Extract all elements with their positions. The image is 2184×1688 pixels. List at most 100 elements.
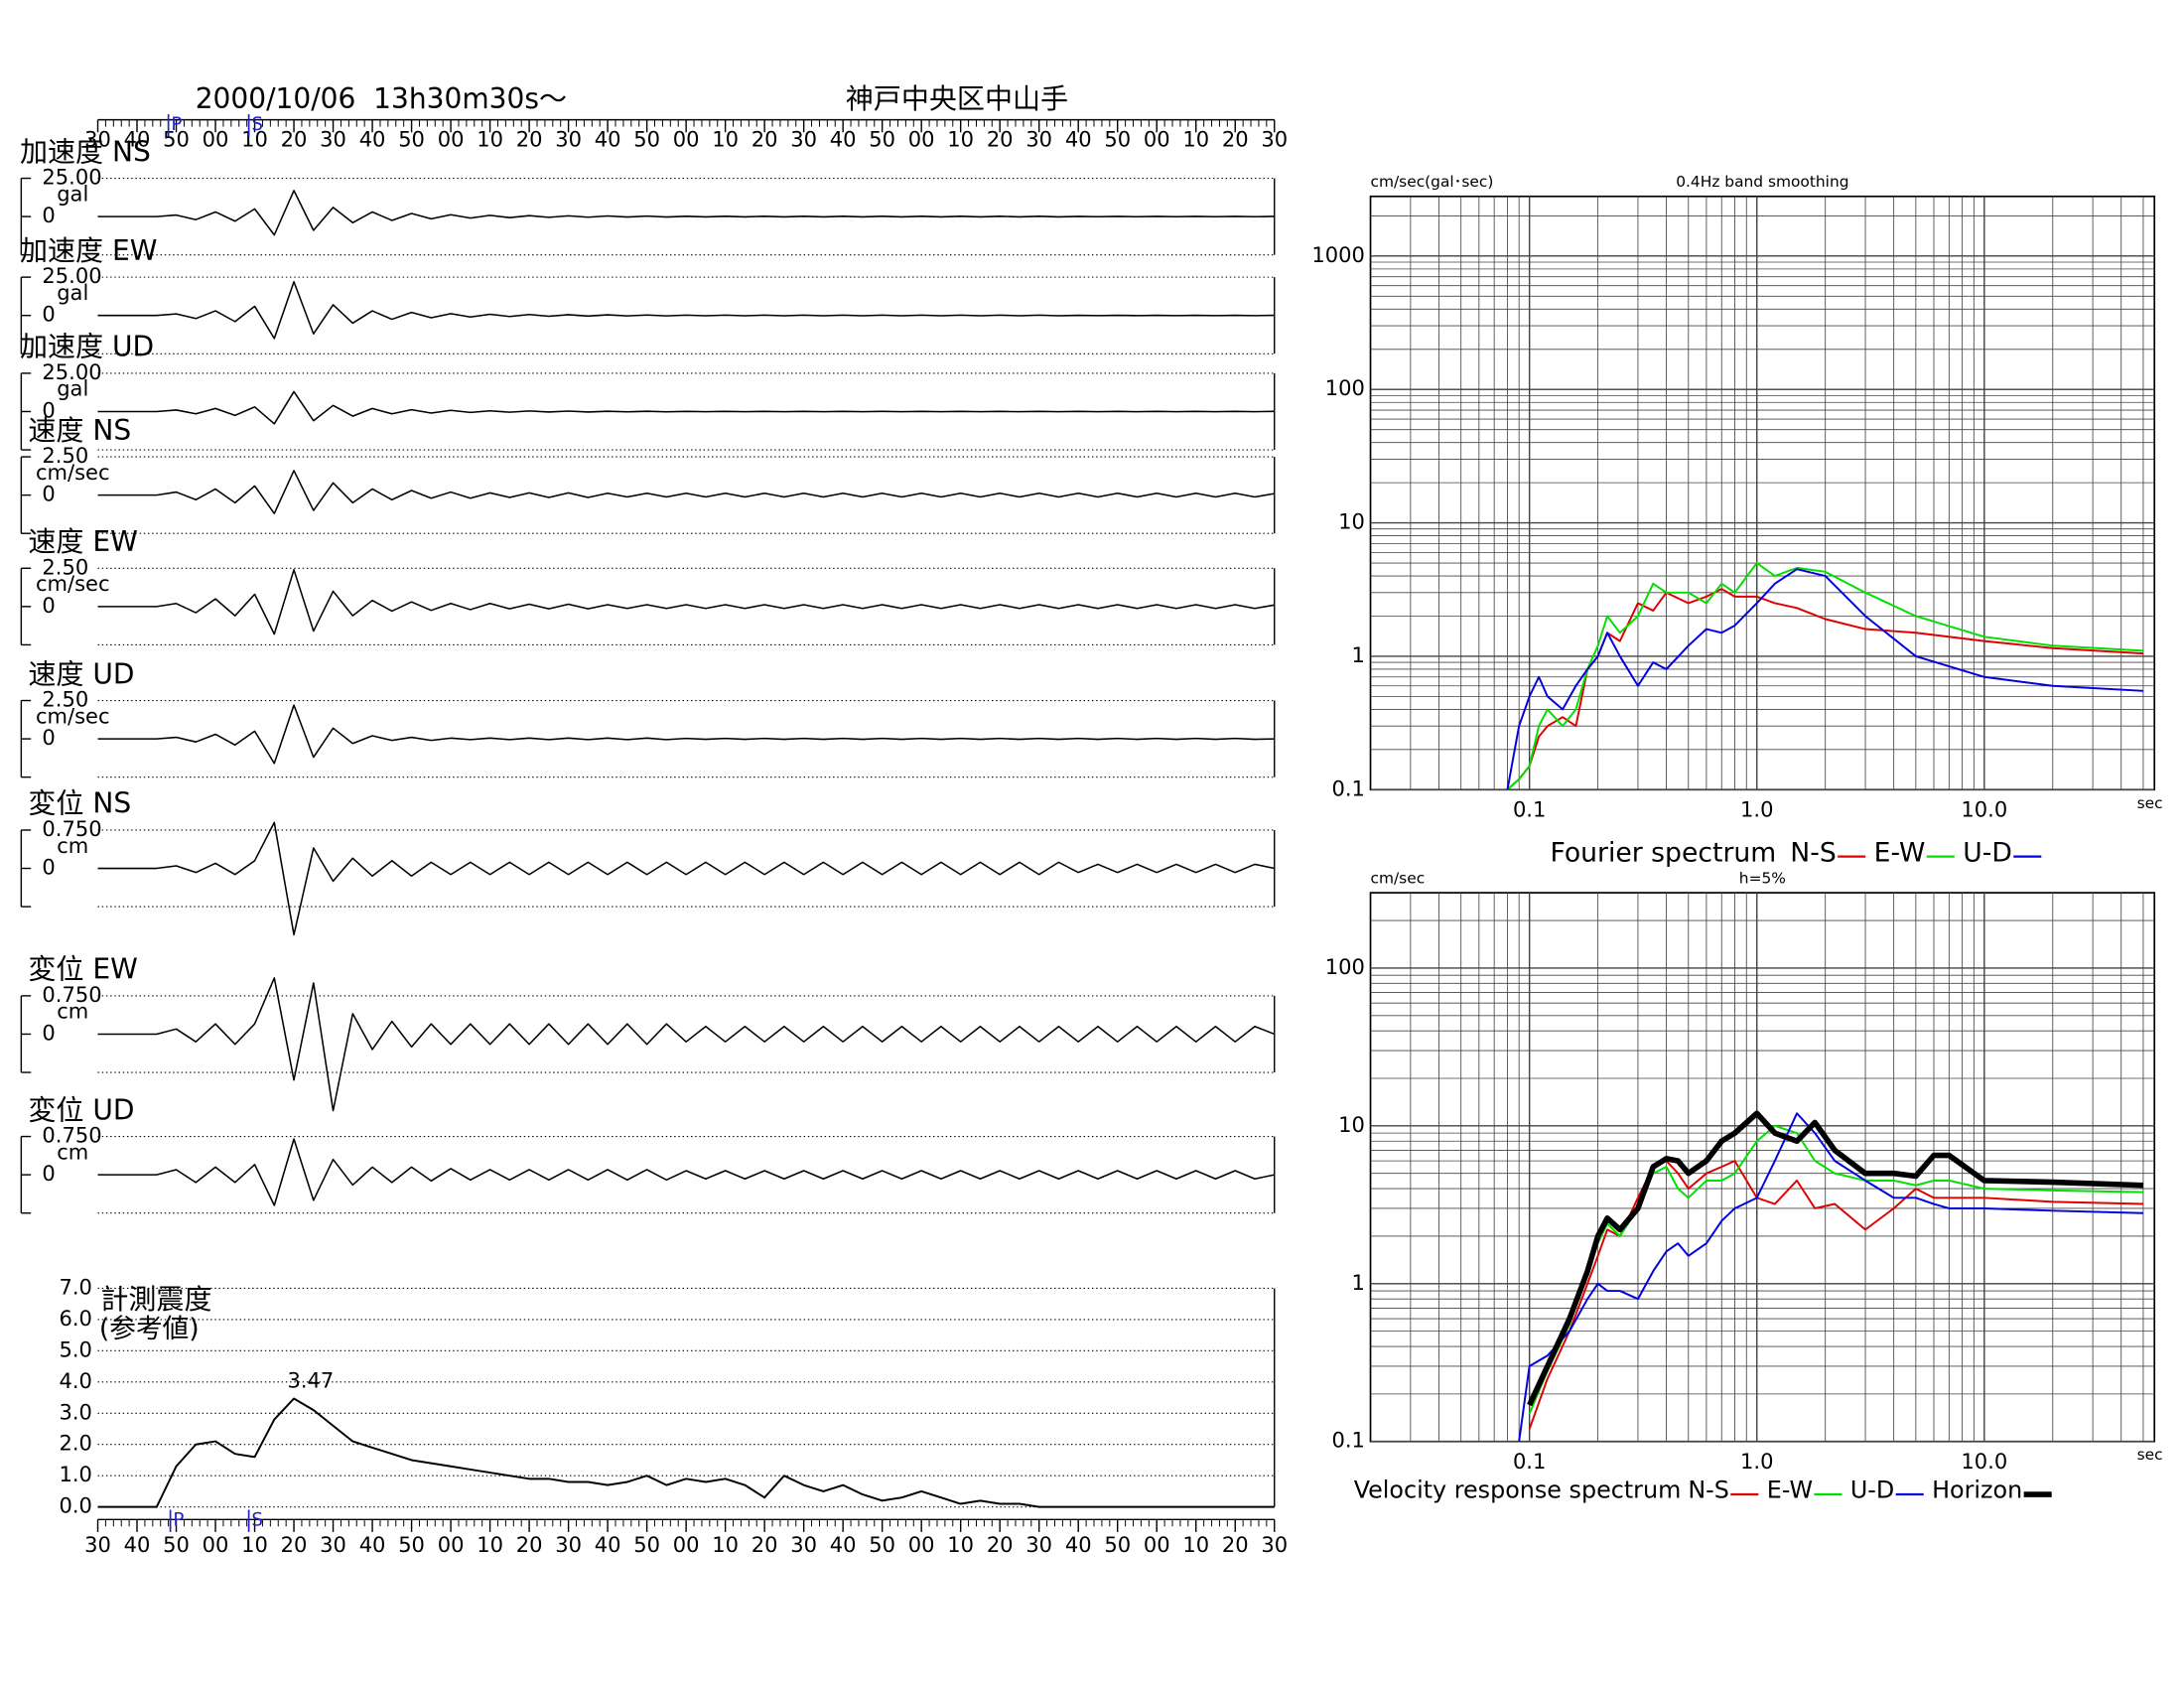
time-tick-label: 40 — [124, 1532, 151, 1557]
time-tick-label: 50 — [633, 1532, 660, 1557]
time-tick-label: 30 — [555, 1532, 582, 1557]
waveform — [97, 190, 1275, 236]
time-tick-label: 20 — [751, 1532, 778, 1557]
time-tick-label: 40 — [359, 1532, 386, 1557]
y-tick-label: 100 — [1325, 954, 1365, 979]
x-tick-label: 1.0 — [1740, 796, 1773, 821]
data-line — [1506, 562, 2143, 791]
x-tick-label: 0.1 — [1513, 796, 1546, 821]
legend-label: E-W — [1874, 837, 1926, 868]
y-tick-label: 10 — [1338, 1112, 1365, 1137]
scale-label: 25.00 — [42, 165, 101, 190]
time-tick-label: 10 — [947, 127, 974, 152]
y-tick-label: 1000 — [1311, 242, 1364, 267]
time-tick-label: 20 — [1222, 127, 1249, 152]
phase-marker-label: P — [173, 1510, 184, 1531]
time-tick-label: 30 — [790, 127, 817, 152]
time-tick-label: 20 — [516, 1532, 543, 1557]
time-tick-label: 30 — [84, 127, 111, 152]
channel-name: 速度 EW — [28, 525, 137, 558]
time-tick-label: 20 — [987, 127, 1014, 152]
waveform — [97, 977, 1276, 1112]
waveform — [97, 470, 1275, 514]
scale-label: 0 — [42, 855, 55, 880]
record-date: 2000/10/06 13h30m30s〜 — [196, 82, 567, 115]
data-line — [1528, 1160, 2143, 1430]
time-tick-label: 40 — [1065, 1532, 1092, 1557]
scale-label: 0 — [42, 1161, 55, 1186]
x-tick-label: 10.0 — [1961, 796, 2007, 821]
y-tick-label: 7.0 — [59, 1274, 91, 1299]
time-tick-label: 50 — [869, 1532, 895, 1557]
time-tick-label: 30 — [555, 127, 582, 152]
y-tick-label: 10 — [1338, 509, 1365, 534]
time-tick-label: 40 — [1065, 127, 1092, 152]
channel-name: 加速度 NS — [20, 135, 151, 168]
y-tick-label: 2.0 — [59, 1431, 91, 1456]
time-tick-label: 20 — [987, 1532, 1014, 1557]
y-tick-label: 5.0 — [59, 1336, 91, 1361]
time-tick-label: 10 — [477, 127, 503, 152]
time-tick-label: 10 — [241, 127, 268, 152]
scale-label: 25.00 — [42, 359, 101, 384]
data-line — [1506, 568, 2143, 790]
y-tick-label: 6.0 — [59, 1306, 91, 1331]
waveform — [97, 390, 1275, 425]
time-tick-label: 30 — [790, 1532, 817, 1557]
time-tick-label: 50 — [163, 127, 190, 152]
time-tick-label: 20 — [751, 127, 778, 152]
x-tick-label: 0.1 — [1513, 1449, 1546, 1474]
time-tick-label: 50 — [398, 127, 425, 152]
channel-name: 変位 UD — [28, 1093, 134, 1126]
scale-label: 0 — [42, 725, 55, 750]
data-line — [1528, 1124, 2143, 1415]
unit-label: cm/sec — [36, 571, 110, 596]
time-tick-label: 30 — [320, 127, 346, 152]
plot-title: h=5% — [1739, 870, 1786, 888]
time-tick-label: 00 — [1144, 127, 1170, 152]
plot-title: 0.4Hz band smoothing — [1676, 173, 1848, 191]
data-line — [1527, 1110, 2144, 1407]
waveform — [97, 704, 1275, 765]
time-tick-label: 10 — [712, 127, 739, 152]
time-tick-label: 00 — [908, 1532, 935, 1557]
time-tick-label: 40 — [124, 127, 151, 152]
time-tick-label: 00 — [438, 127, 465, 152]
time-tick-label: 00 — [673, 1532, 700, 1557]
plot-subtitle: (参考値) — [99, 1314, 200, 1344]
time-tick-label: 20 — [1222, 1532, 1249, 1557]
channel-name: 速度 NS — [28, 414, 131, 447]
y-axis-label: cm/sec — [1371, 870, 1426, 888]
waveform — [97, 569, 1275, 635]
y-tick-label: 3.0 — [59, 1399, 91, 1424]
time-tick-label: 40 — [595, 127, 621, 152]
x-tick-label: 1.0 — [1740, 1449, 1773, 1474]
unit-label: cm — [57, 833, 88, 858]
scale-label: 0 — [42, 203, 55, 227]
waveform — [97, 280, 1275, 340]
time-tick-label: 10 — [947, 1532, 974, 1557]
time-tick-label: 00 — [673, 127, 700, 152]
time-tick-label: 10 — [712, 1532, 739, 1557]
scale-label: 0 — [42, 302, 55, 327]
time-tick-label: 00 — [908, 127, 935, 152]
y-axis-label: cm/sec(gal･sec) — [1371, 173, 1494, 191]
unit-label: cm — [57, 999, 88, 1024]
time-tick-label: 30 — [1025, 1532, 1052, 1557]
time-tick-label: 50 — [398, 1532, 425, 1557]
scale-label: 2.50 — [42, 443, 88, 468]
channel-name: 速度 UD — [28, 657, 134, 690]
scale-label: 2.50 — [42, 687, 88, 712]
time-tick-label: 10 — [477, 1532, 503, 1557]
channel-name: 加速度 UD — [20, 331, 154, 363]
unit-label: cm — [57, 1139, 88, 1164]
legend-label: U-D — [1850, 1477, 1894, 1504]
channel-name: 加速度 EW — [20, 234, 158, 267]
scale-label: 0 — [42, 1020, 55, 1045]
time-tick-label: 00 — [203, 1532, 229, 1557]
station-name: 神戸中央区中山手 — [846, 82, 1068, 115]
y-tick-label: 0.0 — [59, 1493, 91, 1518]
time-tick-label: 10 — [1182, 127, 1209, 152]
legend-label: N-S — [1688, 1477, 1729, 1504]
